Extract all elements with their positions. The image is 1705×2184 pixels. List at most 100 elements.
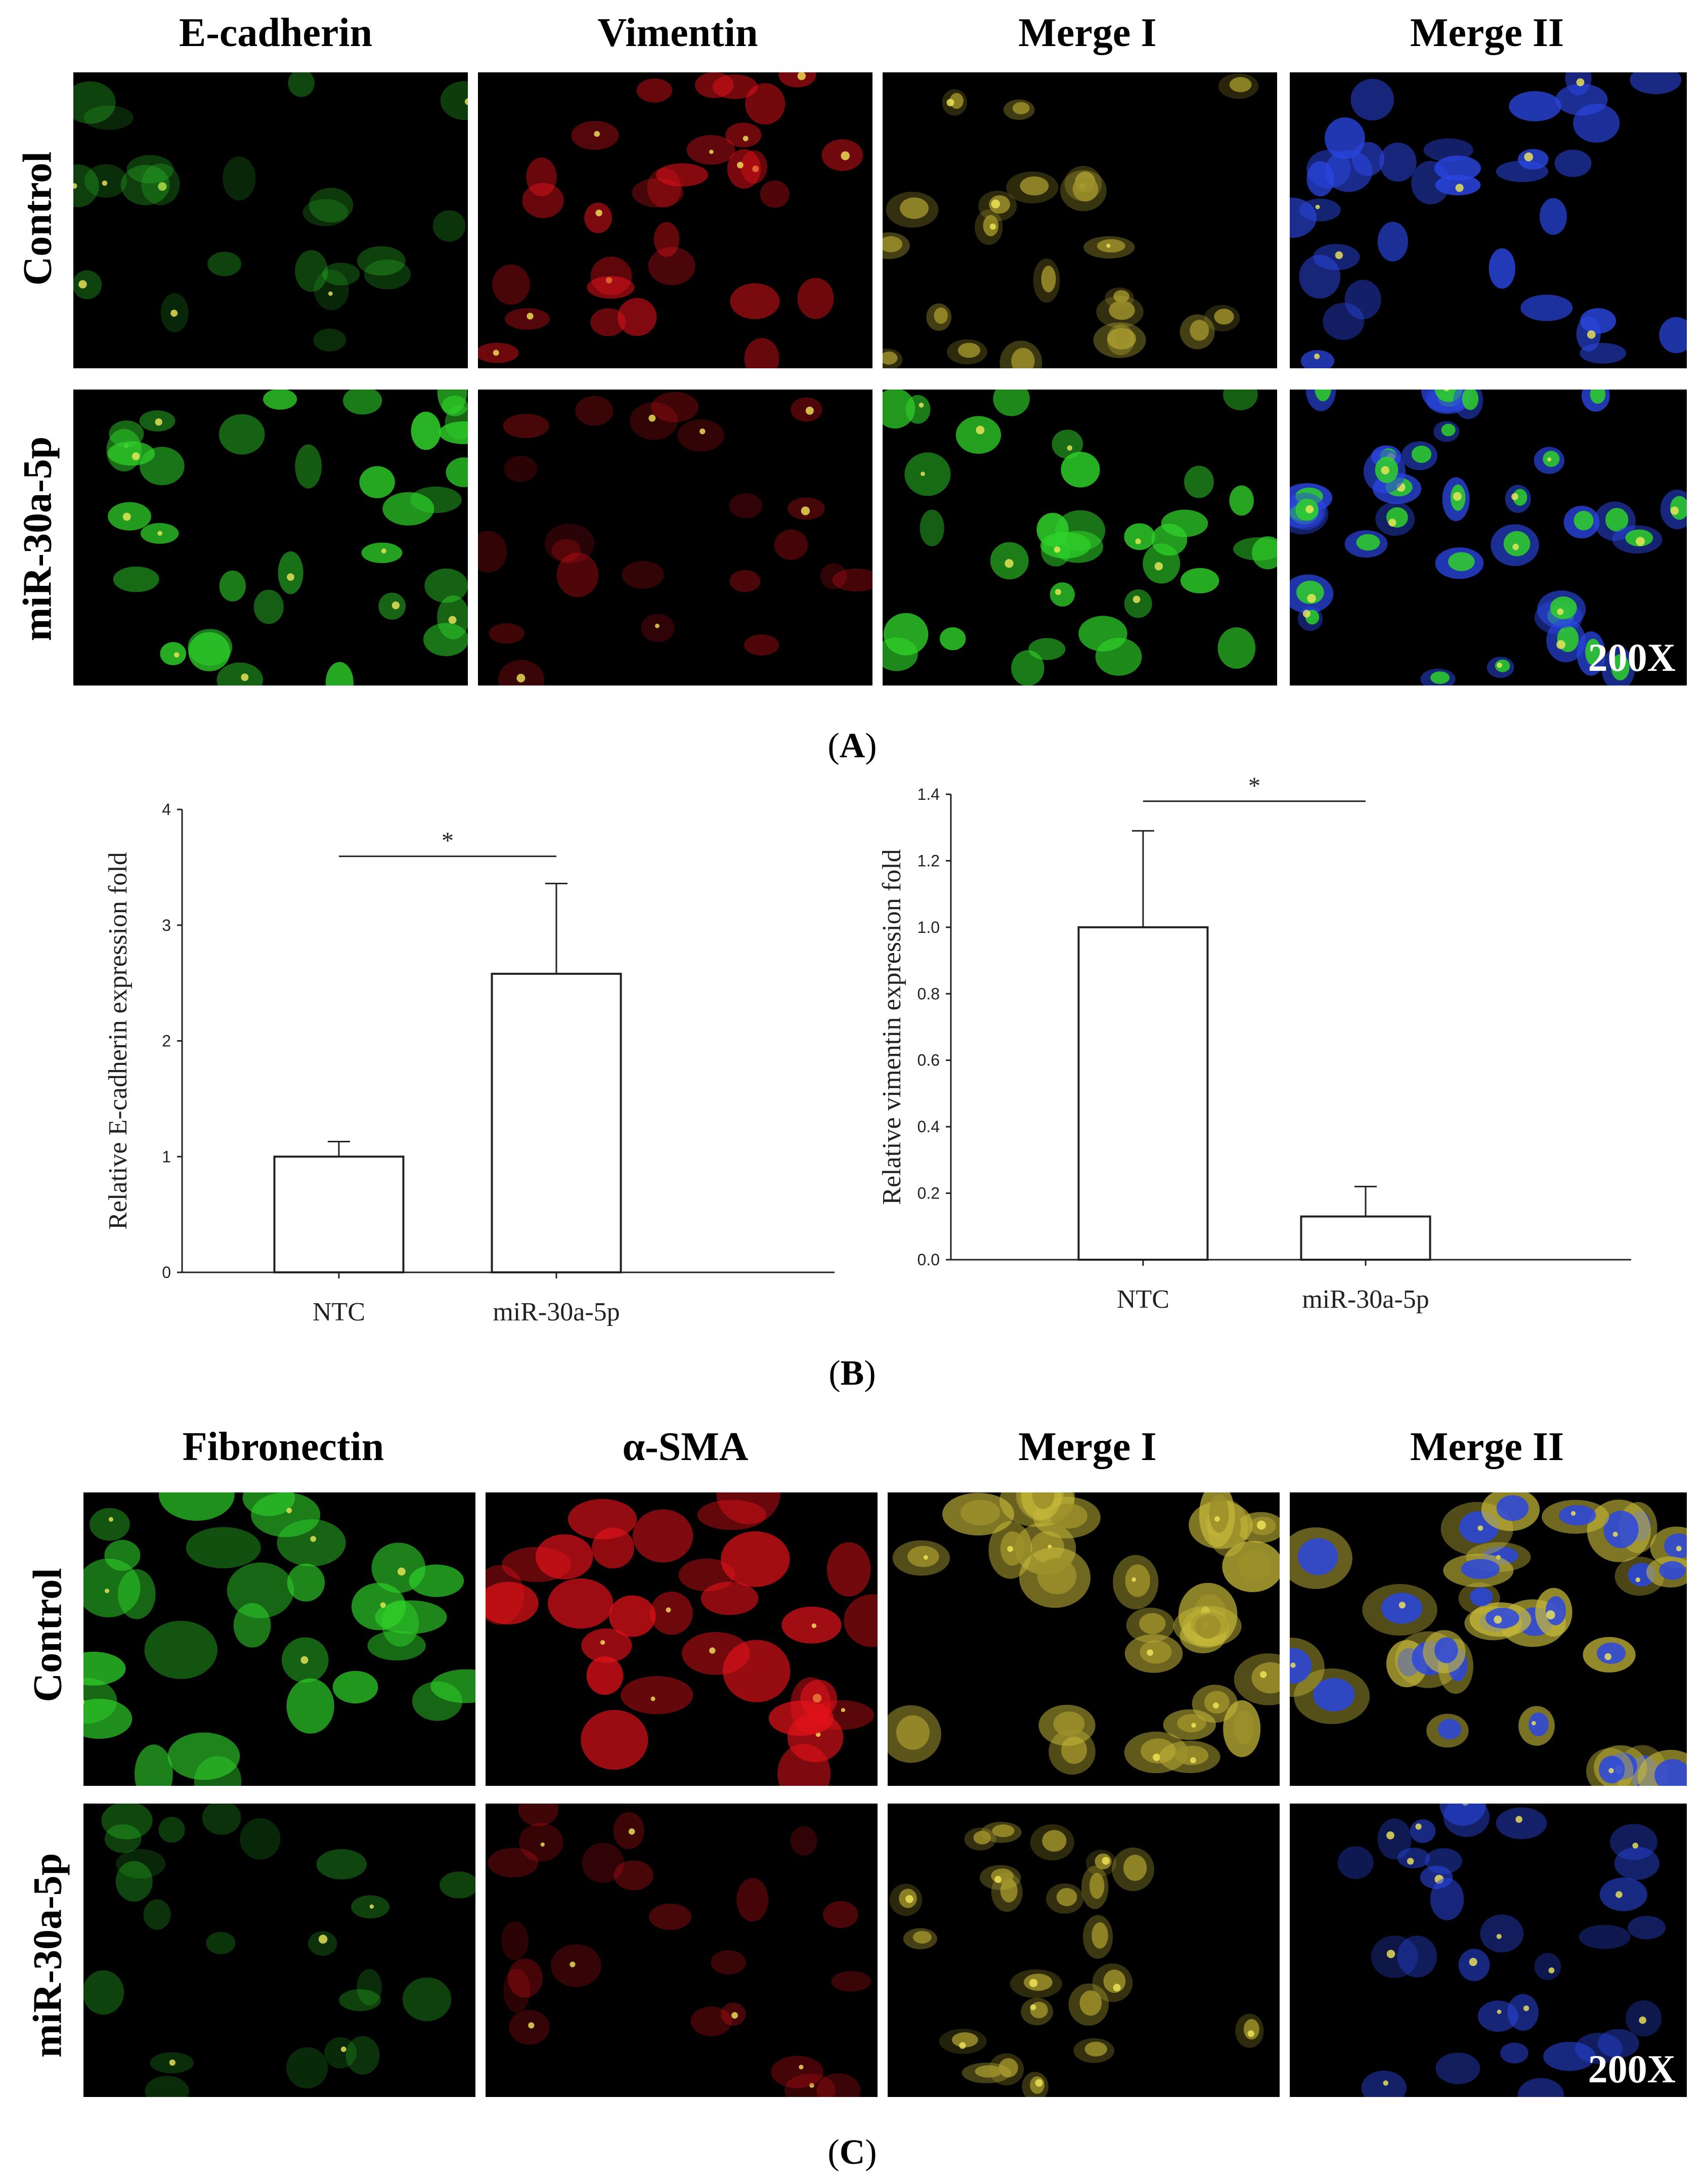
y-tick-label: 0.8 [917, 984, 940, 1003]
cell-body [424, 568, 468, 603]
cell-body [1518, 149, 1549, 170]
cell-body [207, 251, 242, 276]
y-tick-label: 1.2 [917, 851, 940, 870]
bright-puncta [1302, 610, 1310, 618]
bright-puncta [380, 1602, 386, 1608]
micrograph-c-mir-alpha-sma [486, 1804, 878, 2097]
cell-body [325, 662, 354, 686]
cell-nucleus [1041, 266, 1056, 292]
bright-puncta [1388, 519, 1396, 527]
micrograph-a-mir-e-cadherin [73, 390, 468, 686]
bright-puncta [709, 149, 714, 154]
bright-puncta [448, 616, 457, 624]
bright-puncta [666, 1607, 671, 1613]
y-tick-label: 3 [162, 916, 171, 934]
bright-puncta [1214, 1516, 1220, 1522]
cell-nucleus [1585, 638, 1601, 666]
cell-body [1509, 91, 1561, 121]
micrograph-image [486, 1492, 878, 1786]
cell-body [721, 1531, 790, 1587]
y-tick-label: 0.0 [917, 1251, 940, 1269]
cell-body [286, 1678, 334, 1734]
cell-body [359, 466, 395, 498]
cell-nucleus [952, 2032, 978, 2047]
cell-body [904, 452, 951, 496]
bright-puncta [570, 1961, 576, 1967]
cell-body [1078, 616, 1127, 652]
cell-body [548, 1578, 614, 1629]
bright-puncta [1415, 1823, 1422, 1830]
cell-body [143, 1899, 171, 1930]
bright-puncta [1497, 2009, 1502, 2014]
bright-puncta [731, 2012, 738, 2019]
bright-puncta [1315, 204, 1320, 209]
cell-nucleus [896, 1715, 930, 1750]
cell-body [1223, 390, 1258, 410]
y-tick-label: 0 [162, 1263, 171, 1281]
cell-body [492, 264, 530, 305]
cell-body [1480, 1914, 1524, 1953]
bright-puncta [318, 1935, 328, 1944]
y-tick-label: 0.6 [917, 1051, 940, 1069]
cell-nucleus [973, 1830, 991, 1845]
cell-body [445, 405, 468, 440]
cell-body [1614, 1847, 1659, 1880]
col-header-merge-i: Merge I [1018, 11, 1157, 55]
cell-nucleus [992, 1824, 1015, 1837]
bright-puncta [1154, 562, 1163, 571]
cell-nucleus [1441, 423, 1456, 437]
micrograph-c-mir-merge-i [888, 1804, 1280, 2097]
cell-body [186, 1527, 261, 1568]
cell-body [223, 156, 256, 201]
cell-body [1435, 2052, 1480, 2084]
cell-nucleus [1109, 301, 1135, 320]
bright-puncta [1632, 1843, 1639, 1849]
cell-nucleus [907, 1546, 939, 1567]
bright-puncta [923, 1555, 928, 1560]
cell-body [1434, 155, 1481, 181]
cell-body [920, 509, 944, 546]
micrograph-image [106, 390, 468, 686]
cell-body [144, 1620, 217, 1679]
cell-body [586, 1656, 624, 1695]
cell-body [883, 637, 918, 671]
cell-body [73, 270, 102, 299]
cell-nucleus [975, 2065, 1002, 2078]
cell-body [202, 1804, 241, 1835]
cell-body [1630, 72, 1682, 95]
bright-puncta [1524, 152, 1534, 161]
cell-nucleus [1079, 1990, 1102, 2016]
bright-puncta [493, 350, 499, 356]
cell-body [126, 155, 174, 184]
bright-puncta [1612, 1531, 1618, 1537]
cell-body [697, 1500, 766, 1530]
cell-body [402, 1977, 452, 2022]
cell-nucleus [934, 307, 948, 324]
cell-body [1377, 222, 1408, 262]
bright-puncta [1381, 466, 1389, 475]
micrograph-c-mir-merge-ii: 200X [1290, 1804, 1687, 2097]
cell-body [1337, 1846, 1374, 1879]
col-header-alpha-sma: α-SMA [622, 1425, 749, 1469]
cell-body [1323, 303, 1365, 340]
cell-body [381, 1600, 419, 1647]
cell-nucleus [912, 1931, 932, 1944]
cell-body [955, 416, 1001, 454]
micrograph-image [83, 1804, 475, 2097]
micrograph-a-mir-vimentin [478, 390, 872, 686]
bright-puncta [1546, 1610, 1555, 1619]
cell-body [1554, 149, 1592, 177]
cell-body [409, 1564, 464, 1597]
row-label-mir-30a-5p: miR-30a-5p [25, 1853, 70, 2058]
cell-nucleus [1012, 102, 1030, 114]
significance-star: * [442, 828, 454, 854]
cell-body [295, 444, 322, 489]
cell-body [316, 1849, 367, 1879]
bright-puncta [1571, 1511, 1576, 1516]
cell-body [1124, 589, 1152, 618]
cell-body [216, 662, 264, 686]
magnification-label: 200X [1588, 2047, 1676, 2091]
bright-puncta [809, 2083, 814, 2088]
cell-body [823, 1901, 858, 1929]
y-tick-label: 1.4 [917, 785, 940, 803]
